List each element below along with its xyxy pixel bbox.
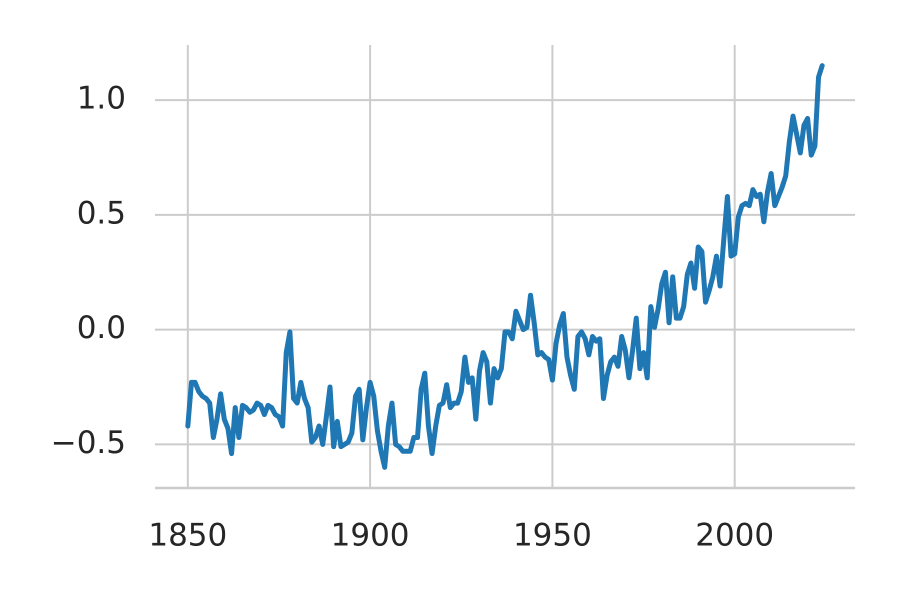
x-tick-label: 1950 — [513, 518, 592, 554]
y-tick-label: 1.0 — [77, 81, 126, 117]
y-tick-label: 0.0 — [77, 310, 126, 346]
x-tick-label: 1900 — [331, 518, 410, 554]
x-tick-label: 1850 — [148, 518, 227, 554]
y-tick-label: 0.5 — [77, 195, 126, 231]
data-line — [185, 63, 825, 470]
x-tick-label: 2000 — [695, 518, 774, 554]
y-tick-label: −0.5 — [51, 425, 126, 461]
